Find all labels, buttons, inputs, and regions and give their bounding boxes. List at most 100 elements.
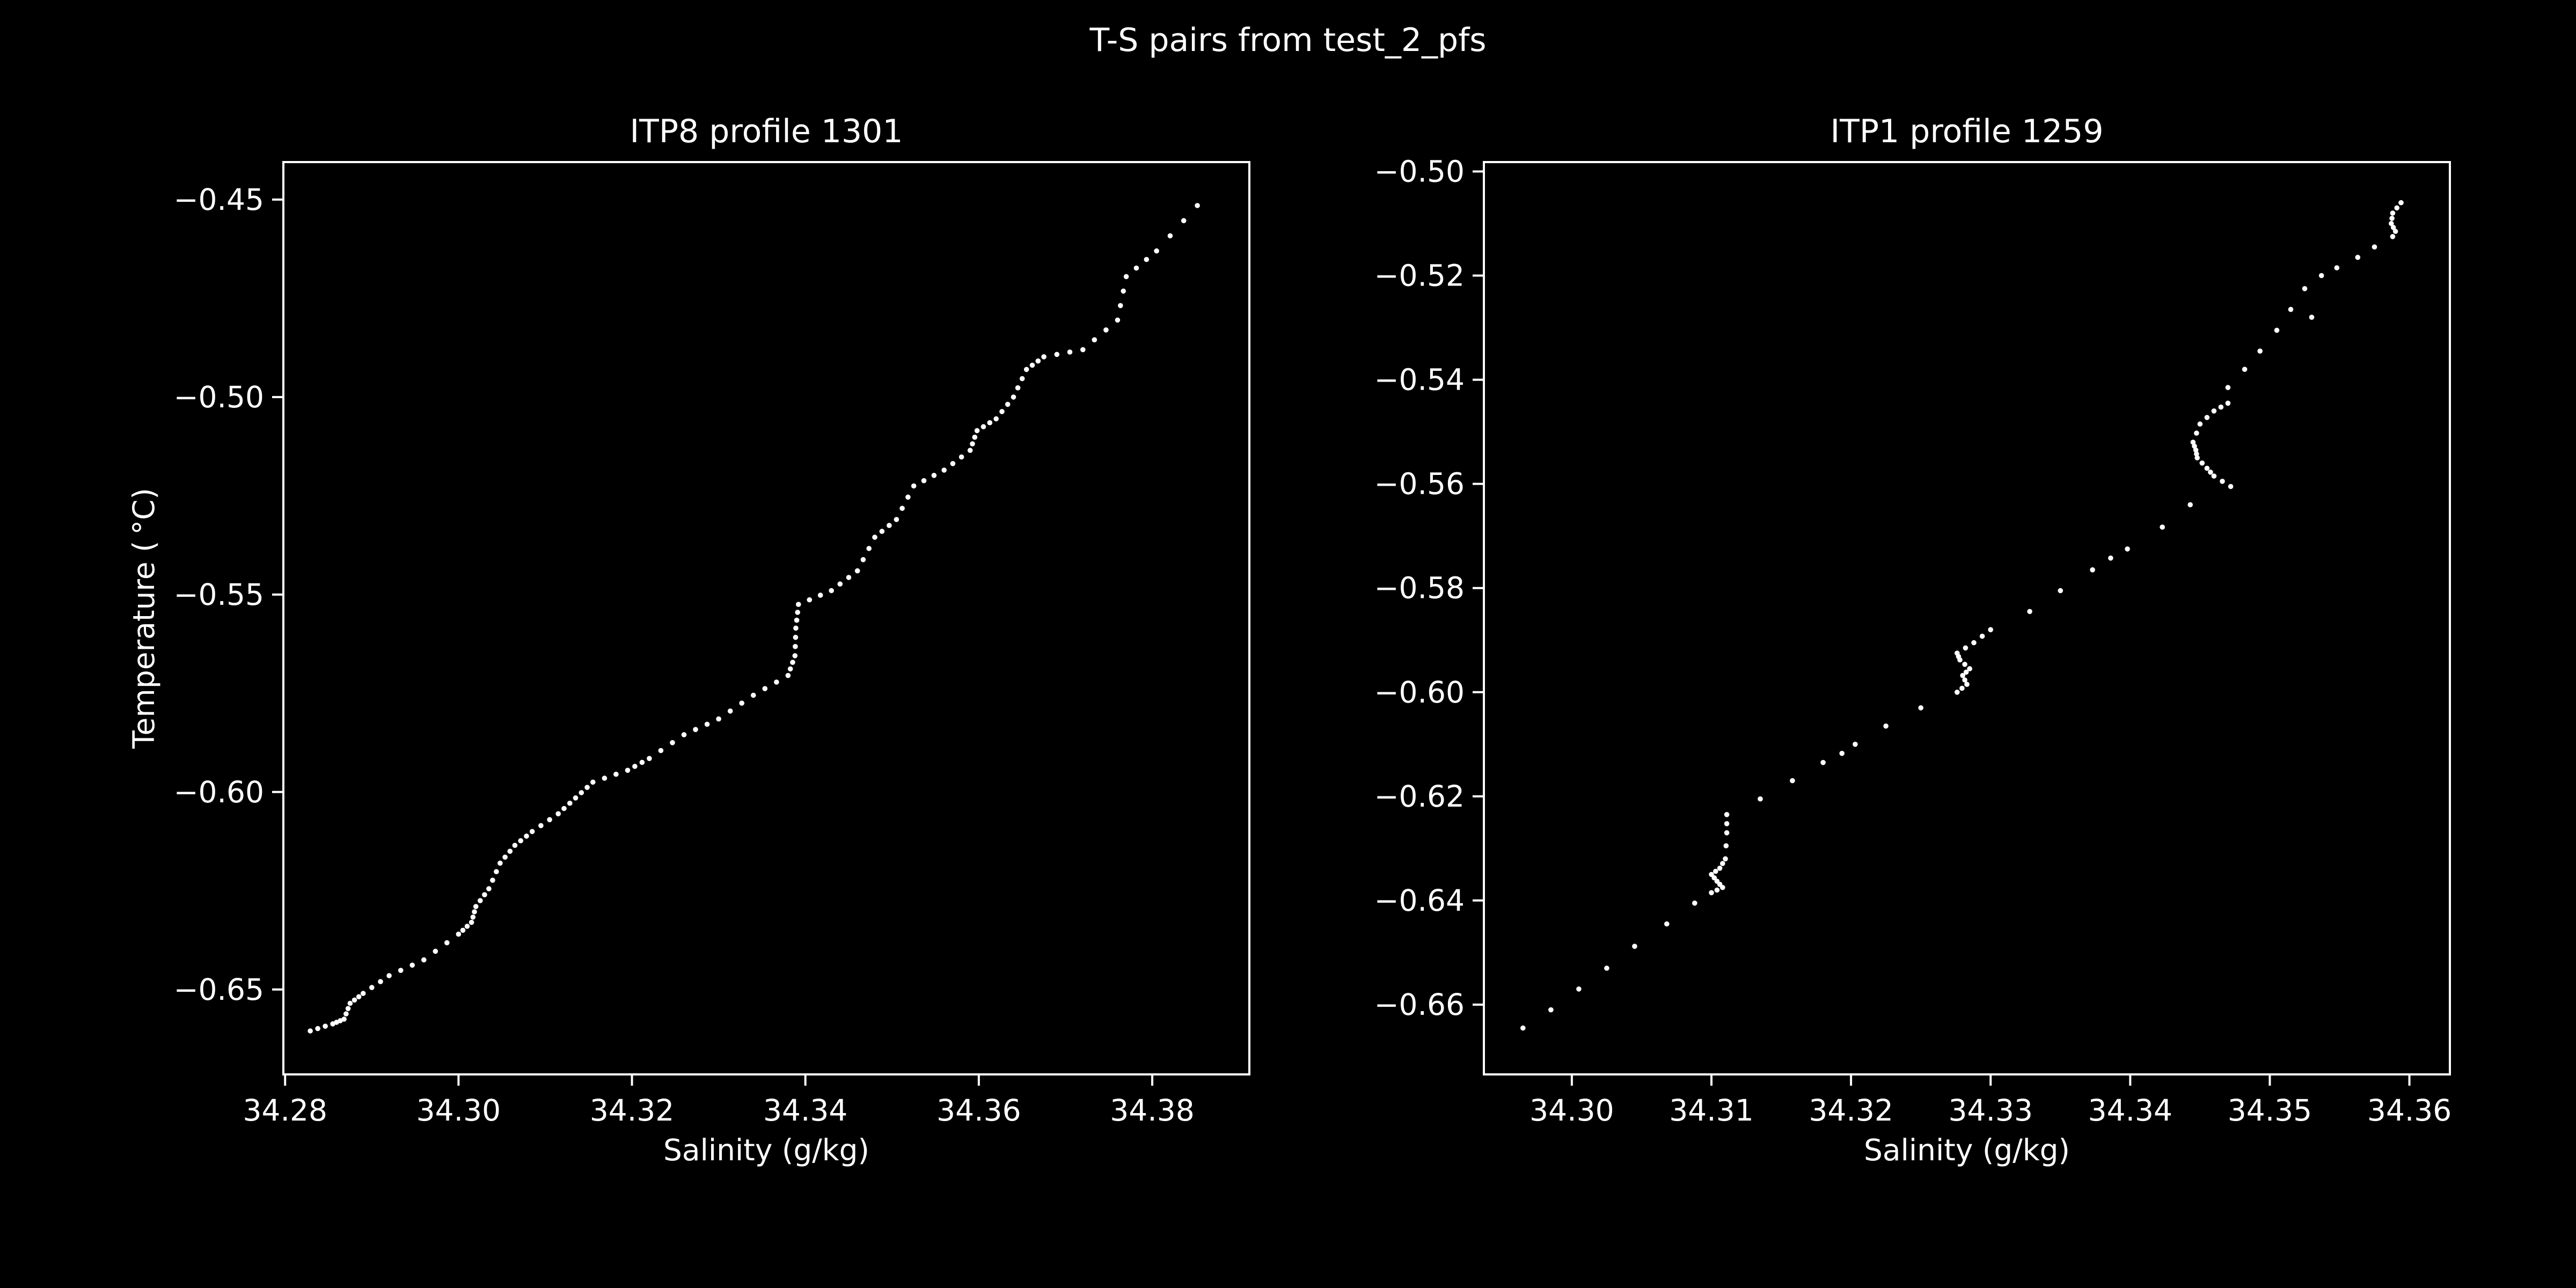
data-point — [602, 775, 608, 781]
data-point — [974, 428, 980, 434]
data-point — [911, 483, 917, 489]
data-point — [807, 597, 813, 603]
data-point — [941, 467, 947, 473]
data-point — [1115, 317, 1121, 323]
data-point — [1820, 760, 1826, 765]
data-point — [490, 877, 495, 883]
panel-right-xlabel: Salinity (g/kg) — [1864, 1133, 2070, 1167]
data-point — [1717, 866, 1723, 871]
data-point — [456, 931, 462, 937]
data-point — [872, 535, 877, 540]
data-point — [1632, 943, 1637, 949]
data-point — [561, 806, 567, 811]
data-point — [790, 660, 795, 665]
data-point — [2302, 286, 2308, 291]
panel-left-xticks: 34.28 34.30 34.32 34.34 34.36 34.38 — [243, 1074, 1195, 1128]
data-point — [1092, 337, 1097, 342]
data-point — [625, 767, 631, 773]
data-point — [931, 473, 937, 478]
data-point — [2220, 479, 2225, 484]
data-point — [444, 940, 450, 946]
data-point — [486, 886, 492, 891]
data-point — [1005, 401, 1011, 407]
data-point — [1548, 1007, 1554, 1013]
data-point — [993, 416, 999, 422]
data-point — [524, 833, 529, 839]
data-point — [2211, 408, 2217, 414]
data-point — [1121, 288, 1126, 294]
data-point — [2204, 465, 2210, 471]
data-point — [567, 800, 573, 806]
data-point — [1133, 265, 1139, 271]
data-point — [647, 756, 652, 762]
data-point — [369, 985, 375, 990]
data-point — [2090, 567, 2095, 573]
data-point — [905, 494, 911, 500]
x-tick-label: 34.30 — [1529, 1093, 1614, 1128]
data-point — [1963, 645, 1968, 651]
data-point — [1963, 669, 1969, 675]
x-tick-label: 34.36 — [2367, 1093, 2451, 1128]
data-point — [794, 617, 800, 623]
panel-right-yticks: −0.66 −0.64 −0.62 −0.60 −0.58 −0.56 −0.54 −0.52… — [1374, 154, 1484, 1022]
data-point — [482, 892, 487, 897]
y-tick-label: −0.60 — [173, 775, 264, 809]
data-point — [1713, 868, 1718, 874]
data-point — [716, 716, 721, 722]
y-tick-label: −0.65 — [173, 972, 264, 1007]
panel-right-frame — [1483, 161, 2451, 1075]
data-point — [1962, 662, 1967, 667]
data-point — [762, 686, 768, 691]
data-point — [704, 721, 710, 727]
data-point — [693, 727, 698, 733]
data-point — [1723, 856, 1728, 862]
data-point — [1054, 352, 1060, 357]
y-tick-label: −0.62 — [1374, 779, 1465, 814]
data-point — [796, 602, 801, 607]
data-point — [1988, 627, 1993, 633]
x-tick-label: 34.32 — [1809, 1093, 1893, 1128]
data-point — [2208, 470, 2213, 475]
x-tick-label: 34.38 — [1110, 1093, 1194, 1128]
data-point — [352, 997, 357, 1003]
data-point — [1144, 257, 1150, 262]
data-point — [341, 1016, 347, 1022]
data-point — [980, 424, 986, 429]
panel-right-xticks: 34.30 34.31 34.32 34.33 34.34 34.35 34.36 — [1529, 1074, 2451, 1128]
data-point — [739, 700, 744, 706]
data-point — [2190, 440, 2196, 445]
data-point — [1964, 682, 1970, 687]
data-point — [529, 829, 535, 835]
data-point — [1181, 218, 1187, 224]
data-point — [1154, 248, 1159, 254]
data-point — [793, 643, 798, 649]
data-point — [2199, 460, 2205, 466]
panel-left-frame — [282, 161, 1250, 1075]
y-tick-label: −0.64 — [1374, 883, 1465, 918]
data-point — [1960, 672, 1965, 678]
data-point — [343, 1011, 349, 1016]
data-point — [1029, 362, 1035, 368]
data-point — [1971, 640, 1977, 646]
data-point — [2194, 455, 2200, 460]
data-point — [1714, 879, 1720, 884]
data-point — [502, 854, 508, 860]
data-point — [512, 843, 518, 848]
data-point — [2193, 447, 2199, 453]
y-tick-label: −0.50 — [1374, 154, 1465, 188]
data-point — [1035, 358, 1041, 364]
data-point — [785, 672, 791, 678]
data-point — [1692, 901, 1697, 906]
data-point — [1724, 821, 1730, 826]
data-point — [787, 666, 793, 672]
data-point — [829, 588, 834, 594]
data-point — [1883, 723, 1889, 729]
data-point — [1103, 327, 1109, 333]
data-point — [837, 581, 843, 587]
data-point — [2390, 225, 2396, 230]
data-point — [1019, 376, 1025, 382]
y-tick-label: −0.50 — [173, 380, 264, 414]
data-point — [2288, 306, 2294, 312]
panel-right-marks — [1520, 200, 2404, 1031]
